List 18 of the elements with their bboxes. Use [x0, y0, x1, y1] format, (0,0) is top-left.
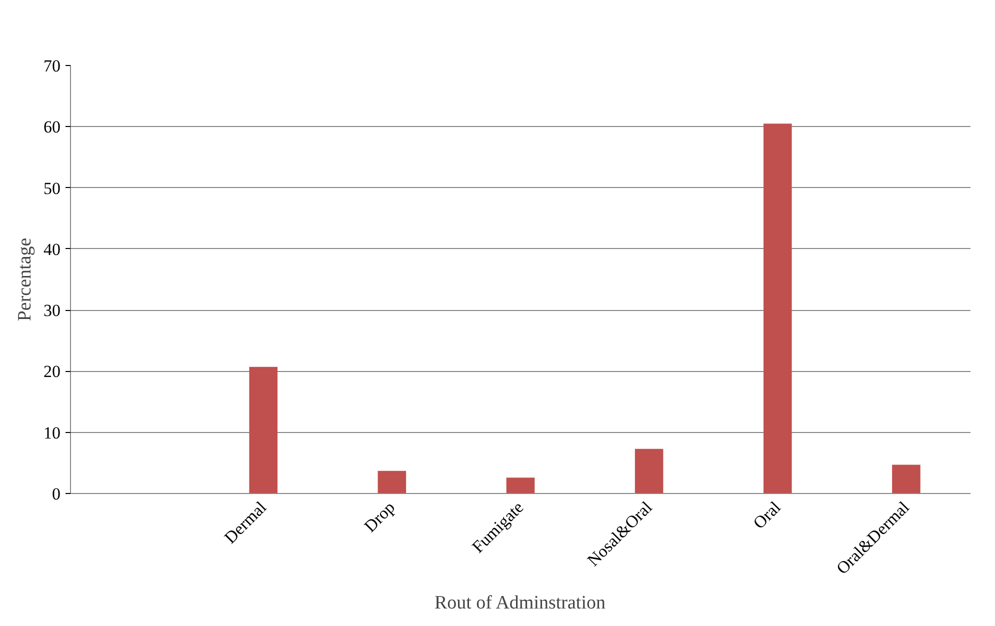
- y-tick-label: 40: [44, 240, 60, 259]
- bar: [892, 464, 920, 494]
- y-tick-label: 70: [44, 56, 60, 76]
- y-axis-title: Percentage: [14, 238, 36, 322]
- bar: [634, 448, 664, 494]
- x-axis-title: Rout of Adminstration: [434, 592, 606, 614]
- y-tick-label: 0: [52, 484, 60, 504]
- y-tick-label: 30: [44, 301, 60, 320]
- y-tick-label: 60: [44, 118, 60, 137]
- y-tick-label: 50: [44, 178, 60, 198]
- bar: [506, 478, 535, 494]
- x-tick-label: Oral: [750, 498, 785, 533]
- bar: [764, 124, 792, 494]
- bar: [378, 470, 406, 494]
- y-tick-label: 20: [44, 362, 60, 382]
- x-tick-label: Drop: [360, 498, 399, 536]
- y-tick-label: 10: [44, 423, 60, 442]
- bar: [249, 366, 278, 494]
